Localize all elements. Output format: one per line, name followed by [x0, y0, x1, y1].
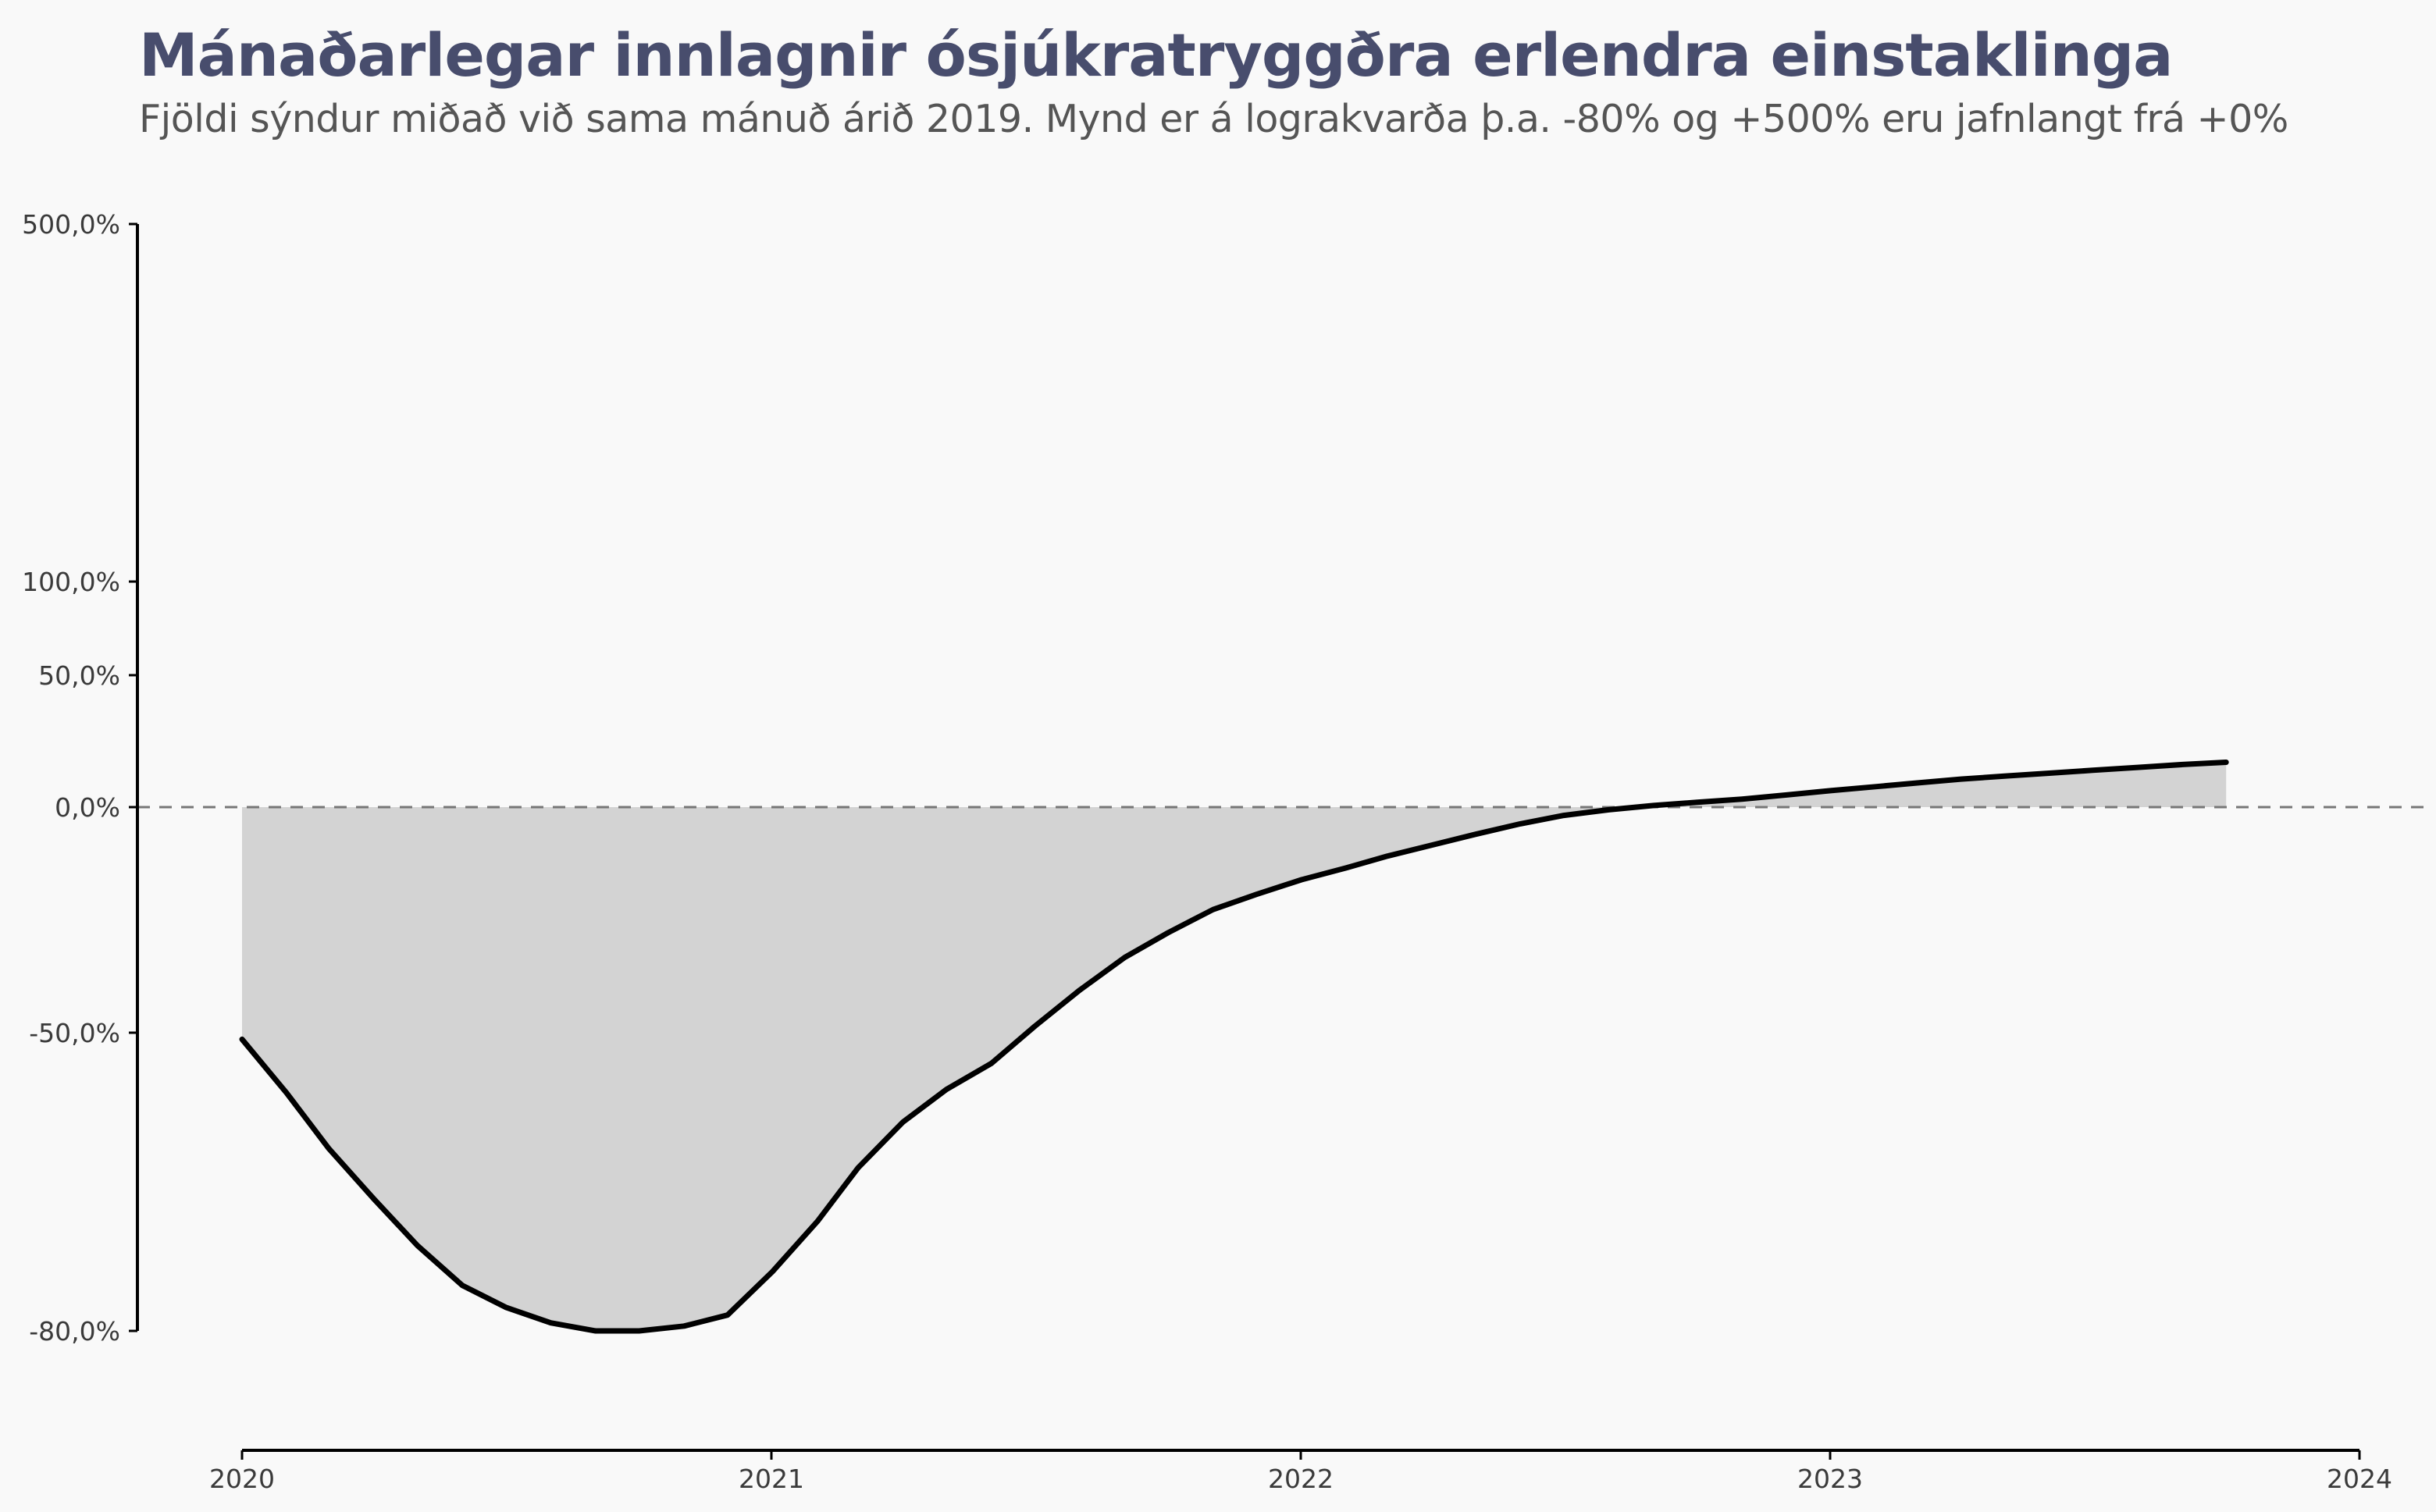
y-tick-label: 50,0%: [38, 660, 120, 691]
y-axis: 500,0% 100,0% 50,0% 0,0% -50,0% -80,0%: [22, 209, 139, 1347]
line-layer: [239, 760, 2229, 1334]
x-tick-label: 2021: [739, 1464, 804, 1494]
y-tick-label: 500,0%: [22, 209, 120, 240]
y-tick-label: -80,0%: [29, 1316, 120, 1347]
y-tick-label: 100,0%: [22, 567, 120, 597]
chart-title: Mánaðarlegar innlagnir ósjúkratryggðra e…: [139, 20, 2173, 90]
chart-subtitle: Fjöldi sýndur miðað við sama mánuð árið …: [139, 97, 2288, 141]
series-line: [239, 760, 2229, 1334]
y-tick-label: -50,0%: [29, 1018, 120, 1048]
x-axis: 2020 2021 2022 2023 2024: [209, 1449, 2392, 1494]
x-tick-label: 2020: [209, 1464, 275, 1494]
x-tick-label: 2024: [2327, 1464, 2392, 1494]
series-area: [242, 762, 2227, 1331]
area-layer: [242, 762, 2227, 1331]
y-tick-label: 0,0%: [55, 792, 120, 823]
x-tick-label: 2023: [1797, 1464, 1863, 1494]
x-tick-label: 2022: [1268, 1464, 1334, 1494]
